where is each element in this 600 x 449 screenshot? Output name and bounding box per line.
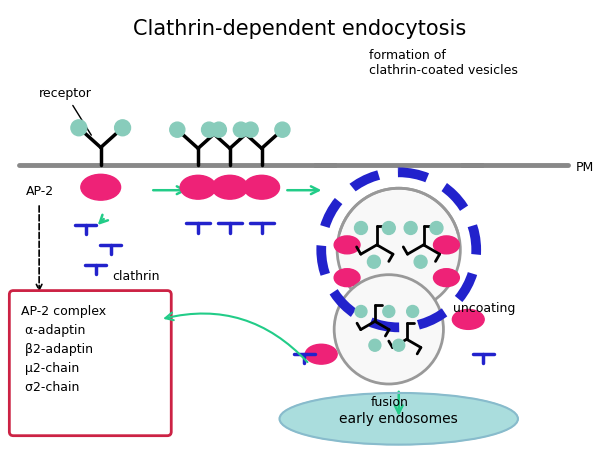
Ellipse shape [212,175,248,199]
Circle shape [211,122,226,137]
Ellipse shape [434,269,460,286]
Ellipse shape [81,174,121,200]
Ellipse shape [452,309,484,330]
FancyArrowPatch shape [165,313,307,362]
Ellipse shape [244,175,280,199]
Text: uncoating: uncoating [454,302,516,314]
Text: AP-2 complex
 α-adaptin
 β2-adaptin
 μ2-chain
 σ2-chain: AP-2 complex α-adaptin β2-adaptin μ2-cha… [21,304,106,393]
Circle shape [382,221,395,234]
Circle shape [383,305,395,317]
Circle shape [355,221,367,234]
Circle shape [407,305,419,317]
Text: clathrin: clathrin [113,270,160,283]
Circle shape [355,305,367,317]
Circle shape [115,120,131,136]
Text: Clathrin-dependent endocytosis: Clathrin-dependent endocytosis [133,19,466,39]
Ellipse shape [334,236,360,254]
Circle shape [414,255,427,268]
Text: receptor: receptor [39,87,92,135]
Text: formation of
clathrin-coated vesicles: formation of clathrin-coated vesicles [369,49,518,77]
Circle shape [243,122,258,137]
Circle shape [337,188,460,312]
Ellipse shape [180,175,216,199]
Text: early endosomes: early endosomes [340,412,458,426]
Circle shape [275,122,290,137]
Text: fusion: fusion [371,396,409,409]
Circle shape [430,221,443,234]
FancyBboxPatch shape [10,291,171,436]
Circle shape [202,122,217,137]
Ellipse shape [434,236,460,254]
Ellipse shape [280,393,518,445]
Circle shape [367,255,380,268]
Circle shape [71,120,87,136]
Ellipse shape [305,344,337,364]
Circle shape [334,275,443,384]
Text: AP-2: AP-2 [26,185,55,198]
Text: PM: PM [575,161,594,174]
Ellipse shape [334,269,360,286]
Circle shape [233,122,248,137]
Circle shape [170,122,185,137]
Circle shape [404,221,417,234]
Circle shape [393,339,404,351]
Circle shape [369,339,381,351]
